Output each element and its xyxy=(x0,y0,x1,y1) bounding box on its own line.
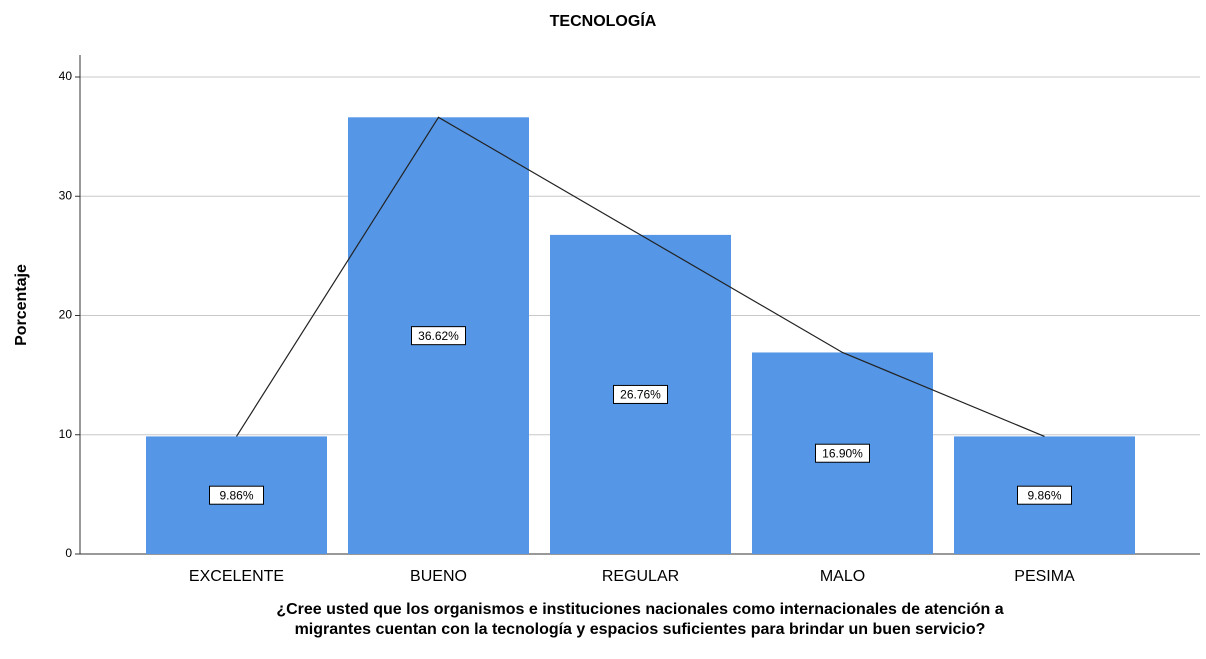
x-tick-label: REGULAR xyxy=(602,568,679,585)
y-tick-label: 40 xyxy=(59,69,73,83)
x-tick-label: PESIMA xyxy=(1014,568,1075,585)
y-tick-label: 10 xyxy=(59,427,73,441)
x-axis-title: migrantes cuentan con la tecnología y es… xyxy=(295,621,986,638)
x-tick-label: EXCELENTE xyxy=(189,568,284,585)
value-label-box xyxy=(411,326,466,346)
value-label-box xyxy=(209,485,264,505)
x-tick-label: BUENO xyxy=(410,568,467,585)
value-label: 9.86% xyxy=(1027,488,1061,502)
value-label: 26.76% xyxy=(620,388,661,402)
x-axis-title: ¿Cree usted que los organismos e institu… xyxy=(276,601,1003,618)
y-tick-label: 20 xyxy=(59,308,73,322)
value-label: 36.62% xyxy=(418,329,459,343)
value-label: 9.86% xyxy=(219,488,253,502)
y-axis-title: Porcentaje xyxy=(13,264,30,346)
y-tick-label: 0 xyxy=(65,546,72,560)
x-tick-label: MALO xyxy=(820,568,865,585)
chart-title: TECNOLOGÍA xyxy=(550,11,657,30)
frequency-line xyxy=(235,116,1045,437)
value-label-box xyxy=(815,443,870,463)
value-label-box xyxy=(613,384,668,404)
value-label-box xyxy=(1017,485,1072,505)
value-label: 16.90% xyxy=(822,446,863,460)
y-tick-label: 30 xyxy=(59,188,73,202)
